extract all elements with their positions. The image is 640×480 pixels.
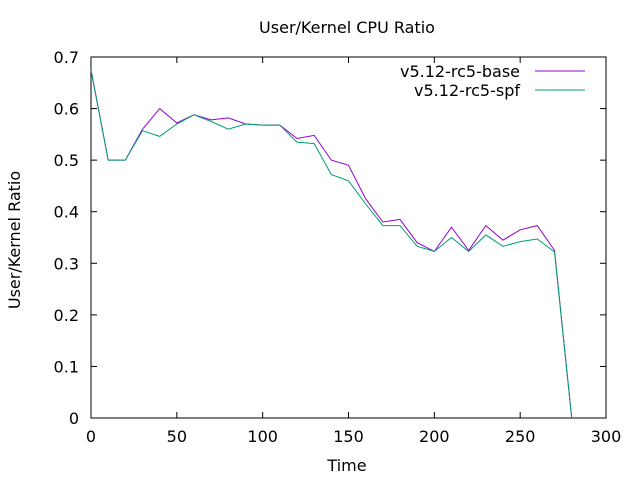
y-tick-label: 0.6 — [54, 100, 79, 119]
x-tick-label: 0 — [86, 427, 96, 446]
chart-title: User/Kernel CPU Ratio — [259, 18, 435, 37]
axis-ticks: 0 50 100 150 200 250 300 0 0.1 0.2 0.3 0.4 0.5 0.6 0.7 — [54, 48, 622, 446]
y-tick-label: 0.1 — [54, 357, 79, 376]
x-tick-label: 250 — [505, 427, 536, 446]
y-tick-label: 0.7 — [54, 48, 79, 67]
y-tick-label: 0.3 — [54, 254, 79, 273]
series-lines — [90, 69, 573, 419]
legend-label: v5.12-rc5-spf — [414, 81, 520, 100]
x-tick-label: 50 — [167, 427, 187, 446]
y-axis-label: User/Kernel Ratio — [5, 171, 24, 309]
x-axis-label: Time — [326, 456, 366, 475]
x-tick-label: 200 — [419, 427, 450, 446]
x-tick-label: 150 — [333, 427, 364, 446]
x-tick-label: 300 — [591, 427, 622, 446]
legend-label: v5.12-rc5-base — [400, 62, 520, 81]
y-tick-label: 0.5 — [54, 151, 79, 170]
y-tick-label: 0.4 — [54, 203, 79, 222]
plot-frame — [90, 56, 607, 419]
series-line-2 — [90, 69, 573, 419]
x-tick-label: 100 — [247, 427, 278, 446]
series-line-1 — [90, 69, 573, 419]
y-tick-label: 0 — [69, 409, 79, 428]
y-tick-label: 0.2 — [54, 306, 79, 325]
